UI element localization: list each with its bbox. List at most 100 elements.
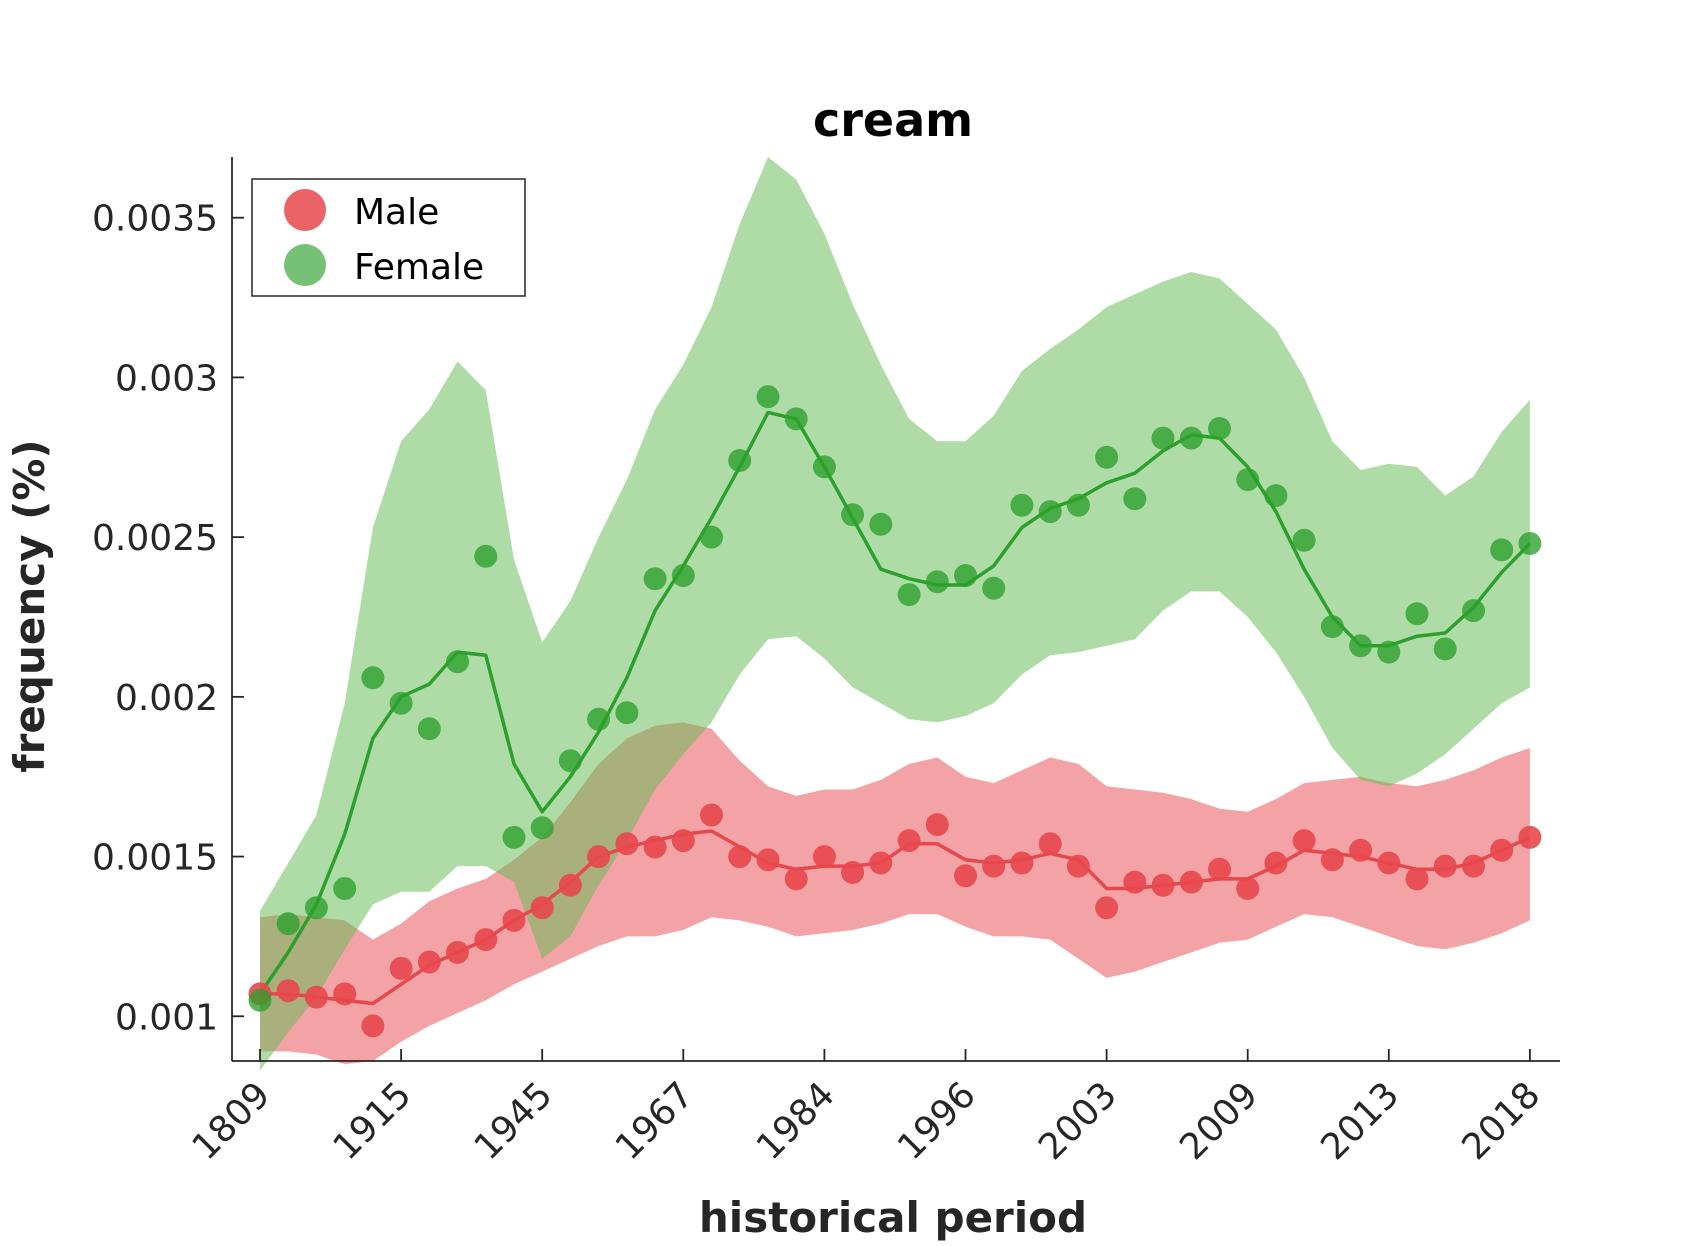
- point-male: [1433, 854, 1457, 878]
- point-female: [558, 749, 582, 773]
- point-female: [728, 449, 752, 472]
- data-points: [248, 385, 1542, 1038]
- point-female: [1349, 634, 1373, 658]
- point-female: [1010, 493, 1034, 517]
- point-male: [897, 829, 921, 853]
- point-male: [446, 940, 469, 964]
- point-female: [784, 407, 808, 431]
- chart-title: cream: [813, 93, 973, 147]
- point-male: [784, 867, 808, 891]
- y-axis-label: frequency (%): [5, 439, 54, 772]
- point-male: [643, 835, 667, 859]
- point-female: [1038, 500, 1062, 524]
- point-female: [1123, 487, 1147, 511]
- point-female: [1151, 426, 1175, 450]
- y-tick-label: 0.001: [115, 997, 218, 1038]
- point-male: [1518, 825, 1542, 849]
- point-female: [1377, 640, 1401, 664]
- legend-label-female: Female: [354, 247, 484, 288]
- point-female: [1433, 637, 1457, 661]
- point-female: [841, 503, 865, 527]
- point-female: [869, 512, 893, 536]
- point-female: [700, 525, 723, 549]
- point-male: [1236, 877, 1260, 900]
- point-male: [1179, 870, 1203, 894]
- point-female: [502, 825, 526, 849]
- point-male: [1292, 829, 1316, 853]
- point-female: [1320, 615, 1344, 639]
- point-female: [643, 567, 667, 591]
- point-female: [304, 896, 328, 920]
- point-male: [1405, 867, 1429, 891]
- point-male: [361, 1014, 385, 1038]
- point-female: [925, 570, 949, 594]
- point-male: [1490, 838, 1514, 862]
- point-female: [446, 650, 469, 674]
- point-female: [361, 666, 385, 690]
- point-male: [587, 845, 611, 869]
- legend-marker-female: [284, 244, 326, 286]
- point-male: [982, 854, 1006, 878]
- point-female: [1462, 599, 1485, 623]
- point-female: [276, 912, 300, 936]
- point-male: [671, 829, 695, 853]
- point-female: [1405, 602, 1429, 626]
- point-female: [587, 707, 611, 731]
- point-female: [417, 717, 441, 741]
- point-female: [333, 877, 357, 900]
- point-male: [333, 982, 357, 1006]
- point-female: [474, 544, 498, 568]
- band-female: [260, 157, 1530, 1071]
- y-tick-label: 0.0035: [92, 199, 218, 240]
- point-male: [1462, 854, 1485, 878]
- axes: [231, 157, 1560, 1062]
- y-tick-label: 0.003: [115, 358, 218, 399]
- y-ticks: 0.001 0.0015 0.002 0.0025 0.003 0.0035: [92, 199, 244, 1038]
- point-male: [1377, 851, 1401, 875]
- point-female: [1264, 484, 1288, 508]
- y-tick-label: 0.0015: [92, 838, 218, 879]
- trend-lines: [258, 410, 1532, 1006]
- point-female: [982, 576, 1006, 600]
- point-male: [1038, 832, 1062, 856]
- point-male: [417, 950, 441, 974]
- point-female: [1292, 528, 1316, 552]
- point-male: [841, 861, 865, 884]
- point-female: [1066, 493, 1090, 517]
- point-male: [1349, 838, 1373, 862]
- point-male: [276, 979, 300, 1003]
- point-male: [530, 896, 554, 920]
- trend-line-female: [258, 410, 1532, 995]
- point-female: [248, 988, 272, 1012]
- point-female: [530, 816, 554, 840]
- point-male: [1208, 857, 1231, 881]
- point-male: [1123, 870, 1147, 894]
- point-male: [756, 848, 780, 872]
- point-male: [389, 956, 413, 980]
- point-male: [304, 985, 328, 1009]
- trend-line-male: [260, 829, 1531, 1006]
- point-male: [615, 832, 639, 856]
- point-female: [1490, 538, 1514, 562]
- point-male: [812, 845, 836, 869]
- point-female: [897, 583, 921, 607]
- y-tick-label: 0.0025: [92, 518, 218, 559]
- legend: Male Female: [251, 178, 526, 297]
- point-male: [1264, 851, 1288, 875]
- point-male: [925, 813, 949, 837]
- point-female: [1095, 445, 1119, 469]
- point-male: [1010, 851, 1034, 875]
- point-female: [1179, 426, 1203, 450]
- point-female: [671, 564, 695, 587]
- point-male: [474, 928, 498, 952]
- y-tick-label: 0.002: [115, 678, 218, 719]
- point-male: [728, 845, 752, 869]
- point-female: [615, 701, 639, 725]
- point-male: [558, 873, 582, 897]
- point-female: [954, 564, 977, 587]
- point-female: [1236, 468, 1260, 492]
- confidence-bands: [260, 157, 1530, 1071]
- point-male: [1066, 854, 1090, 878]
- x-axis-label: historical period: [699, 1193, 1087, 1242]
